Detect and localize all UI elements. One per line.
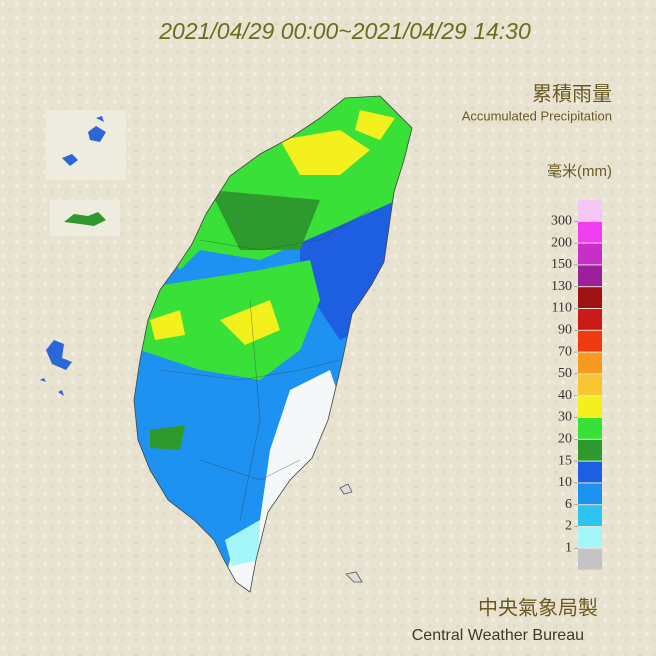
legend-label: 15 [558, 453, 572, 468]
legend-label: 70 [558, 344, 572, 359]
legend-swatch [578, 396, 602, 417]
legend-label: 300 [551, 214, 572, 229]
legend-label: 150 [551, 257, 572, 272]
legend-label: 40 [558, 388, 572, 403]
legend-label: 30 [558, 410, 572, 425]
legend-swatch [578, 200, 602, 221]
legend-label: 110 [552, 301, 572, 316]
legend-swatch [578, 461, 602, 483]
legend-swatch [578, 309, 602, 330]
legend-label: 200 [551, 235, 572, 250]
legend-swatch [578, 505, 602, 526]
legend-swatch [578, 330, 602, 352]
legend-swatch [578, 374, 602, 396]
legend-label: 6 [565, 497, 572, 512]
legend: 300 200 150 130 110 90 70 50 40 30 20 15 10 6 2 1 [551, 200, 602, 570]
legend-label: 2 [565, 519, 572, 534]
legend-label: 20 [558, 432, 572, 447]
legend-label: 130 [551, 279, 572, 294]
agency-en: Central Weather Bureau [412, 627, 584, 644]
inset-islands [40, 110, 363, 583]
legend-subtitle: Accumulated Precipitation [462, 108, 612, 123]
legend-swatch [578, 287, 602, 308]
legend-label: 50 [558, 366, 572, 381]
legend-unit: 毫米(mm) [547, 162, 612, 180]
legend-label: 90 [558, 323, 572, 338]
legend-swatch [578, 527, 602, 548]
legend-swatch [578, 221, 602, 243]
legend-swatch [578, 352, 602, 374]
coastline [133, 95, 413, 593]
legend-swatch [578, 418, 602, 439]
legend-swatch [578, 243, 602, 265]
title: 2021/04/29 00:00~2021/04/29 14:30 [158, 18, 531, 44]
legend-swatch [578, 265, 602, 287]
legend-label: 1 [565, 541, 572, 556]
legend-swatch [578, 548, 602, 570]
agency: 中央氣象局製 [478, 596, 598, 619]
legend-swatch [578, 483, 602, 505]
legend-swatch [578, 439, 602, 461]
legend-title: 累積雨量 [532, 82, 612, 105]
legend-label: 10 [558, 475, 572, 490]
